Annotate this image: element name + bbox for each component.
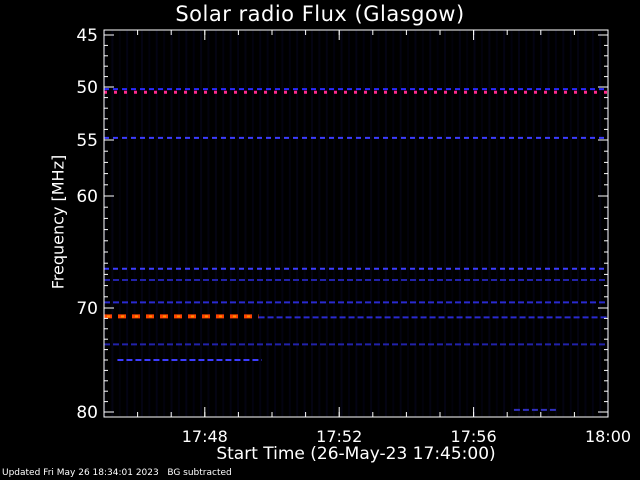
noise-streak xyxy=(503,30,506,417)
noise-streak xyxy=(458,30,461,417)
noise-streak xyxy=(562,30,565,417)
noise-streak xyxy=(414,30,417,417)
noise-streak xyxy=(207,30,210,417)
noise-streak xyxy=(229,30,232,417)
noise-streak xyxy=(155,30,158,417)
noise-streak xyxy=(377,30,380,417)
noise-streak xyxy=(362,30,365,417)
noise-streak xyxy=(104,30,106,417)
noise-streak xyxy=(547,30,550,417)
bg-subtracted-note: BG subtracted xyxy=(167,468,232,478)
noise-streak xyxy=(421,30,424,417)
noise-streak xyxy=(318,30,321,417)
noise-streak xyxy=(237,30,240,417)
noise-streak xyxy=(525,30,528,417)
y-tick-label: 80 xyxy=(76,403,98,423)
noise-streak xyxy=(429,30,432,417)
noise-streak xyxy=(177,30,180,417)
noise-streak xyxy=(355,30,358,417)
noise-streak xyxy=(163,30,166,417)
noise-streak xyxy=(200,30,203,417)
y-tick-label: 60 xyxy=(76,187,98,207)
noise-streak xyxy=(392,30,395,417)
x-tick-label: 18:00 xyxy=(585,427,631,446)
noise-streak xyxy=(266,30,269,417)
emission-bands xyxy=(104,88,608,411)
noise-streak xyxy=(540,30,543,417)
x-tick-label: 17:48 xyxy=(182,427,228,446)
y-tick-label: 45 xyxy=(76,26,98,46)
x-axis-label: Start Time (26-May-23 17:45:00) xyxy=(216,444,496,464)
noise-streak xyxy=(577,30,580,417)
footer-status: Updated Fri May 26 18:34:01 2023 BG subt… xyxy=(2,468,232,478)
x-tick-label: 17:56 xyxy=(451,427,497,446)
noise-streak xyxy=(222,30,225,417)
y-tick-label: 55 xyxy=(76,131,98,151)
noise-streak xyxy=(599,30,602,417)
noise-streak xyxy=(325,30,328,417)
noise-streak xyxy=(170,30,173,417)
noise-streak xyxy=(451,30,454,417)
noise-streak xyxy=(244,30,247,417)
noise-streak xyxy=(133,30,136,417)
noise-streak xyxy=(192,30,195,417)
noise-streak xyxy=(384,30,387,417)
noise-streak xyxy=(310,30,313,417)
noise-streak xyxy=(126,30,129,417)
noise-streak xyxy=(488,30,491,417)
axes: 45 50 55 60 70 80 17:48 17:52 17:56 18:00 xyxy=(76,26,631,446)
noise-streak xyxy=(569,30,572,417)
noise-streak xyxy=(370,30,373,417)
y-tick-label: 50 xyxy=(76,78,98,98)
noise-streak xyxy=(148,30,151,417)
noise-streak xyxy=(407,30,410,417)
noise-streak xyxy=(281,30,284,417)
noise-streak xyxy=(274,30,277,417)
noise-streak xyxy=(466,30,469,417)
y-tick-label: 70 xyxy=(76,299,98,319)
noise-streak xyxy=(510,30,513,417)
noise-streak xyxy=(444,30,447,417)
noise-streak xyxy=(303,30,306,417)
noise-streak xyxy=(333,30,336,417)
noise-streak xyxy=(140,30,143,417)
noise-streak xyxy=(347,30,350,417)
noise-streak xyxy=(111,30,114,417)
noise-streak xyxy=(296,30,299,417)
noise-streak xyxy=(118,30,121,417)
noise-streak xyxy=(399,30,402,417)
noise-streak xyxy=(554,30,557,417)
plot-frame xyxy=(103,29,609,418)
y-axis-label: Frequency [MHz] xyxy=(48,154,68,290)
noise-streak xyxy=(480,30,483,417)
noise-streak xyxy=(185,30,188,417)
noise-streak xyxy=(288,30,291,417)
noise-streak xyxy=(251,30,254,417)
noise-streak xyxy=(259,30,262,417)
noise-streak xyxy=(584,30,587,417)
noise-streak xyxy=(340,30,343,417)
noise-streak xyxy=(532,30,535,417)
noise-streak xyxy=(517,30,520,417)
noise-streak xyxy=(473,30,476,417)
chart-title: Solar radio Flux (Glasgow) xyxy=(175,2,465,26)
noise-streak xyxy=(436,30,439,417)
plot-area xyxy=(104,30,609,417)
updated-timestamp: Updated Fri May 26 18:34:01 2023 xyxy=(2,468,159,478)
noise-streak xyxy=(214,30,217,417)
noise-streak xyxy=(591,30,594,417)
x-tick-label: 17:52 xyxy=(316,427,362,446)
noise-streak xyxy=(495,30,498,417)
